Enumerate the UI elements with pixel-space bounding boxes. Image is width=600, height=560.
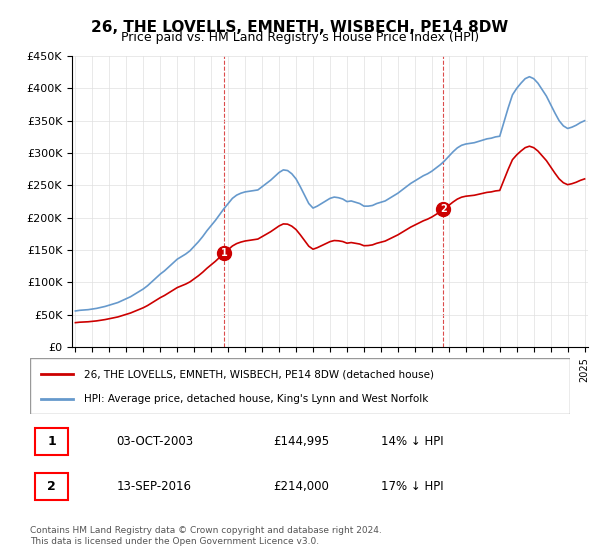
Text: 26, THE LOVELLS, EMNETH, WISBECH, PE14 8DW (detached house): 26, THE LOVELLS, EMNETH, WISBECH, PE14 8… [84, 369, 434, 379]
FancyBboxPatch shape [30, 358, 570, 414]
Text: £144,995: £144,995 [273, 435, 329, 448]
Text: 1: 1 [221, 249, 227, 258]
Text: 13-SEP-2016: 13-SEP-2016 [116, 479, 191, 493]
Text: £214,000: £214,000 [273, 479, 329, 493]
Text: 2: 2 [440, 204, 446, 214]
Text: 2: 2 [47, 479, 56, 493]
Text: 17% ↓ HPI: 17% ↓ HPI [381, 479, 443, 493]
Text: 14% ↓ HPI: 14% ↓ HPI [381, 435, 443, 448]
Text: 03-OCT-2003: 03-OCT-2003 [116, 435, 194, 448]
Text: 26, THE LOVELLS, EMNETH, WISBECH, PE14 8DW: 26, THE LOVELLS, EMNETH, WISBECH, PE14 8… [91, 20, 509, 35]
Text: Contains HM Land Registry data © Crown copyright and database right 2024.
This d: Contains HM Land Registry data © Crown c… [30, 526, 382, 546]
Text: Price paid vs. HM Land Registry's House Price Index (HPI): Price paid vs. HM Land Registry's House … [121, 31, 479, 44]
Text: 1: 1 [47, 435, 56, 448]
Text: HPI: Average price, detached house, King's Lynn and West Norfolk: HPI: Average price, detached house, King… [84, 394, 428, 404]
